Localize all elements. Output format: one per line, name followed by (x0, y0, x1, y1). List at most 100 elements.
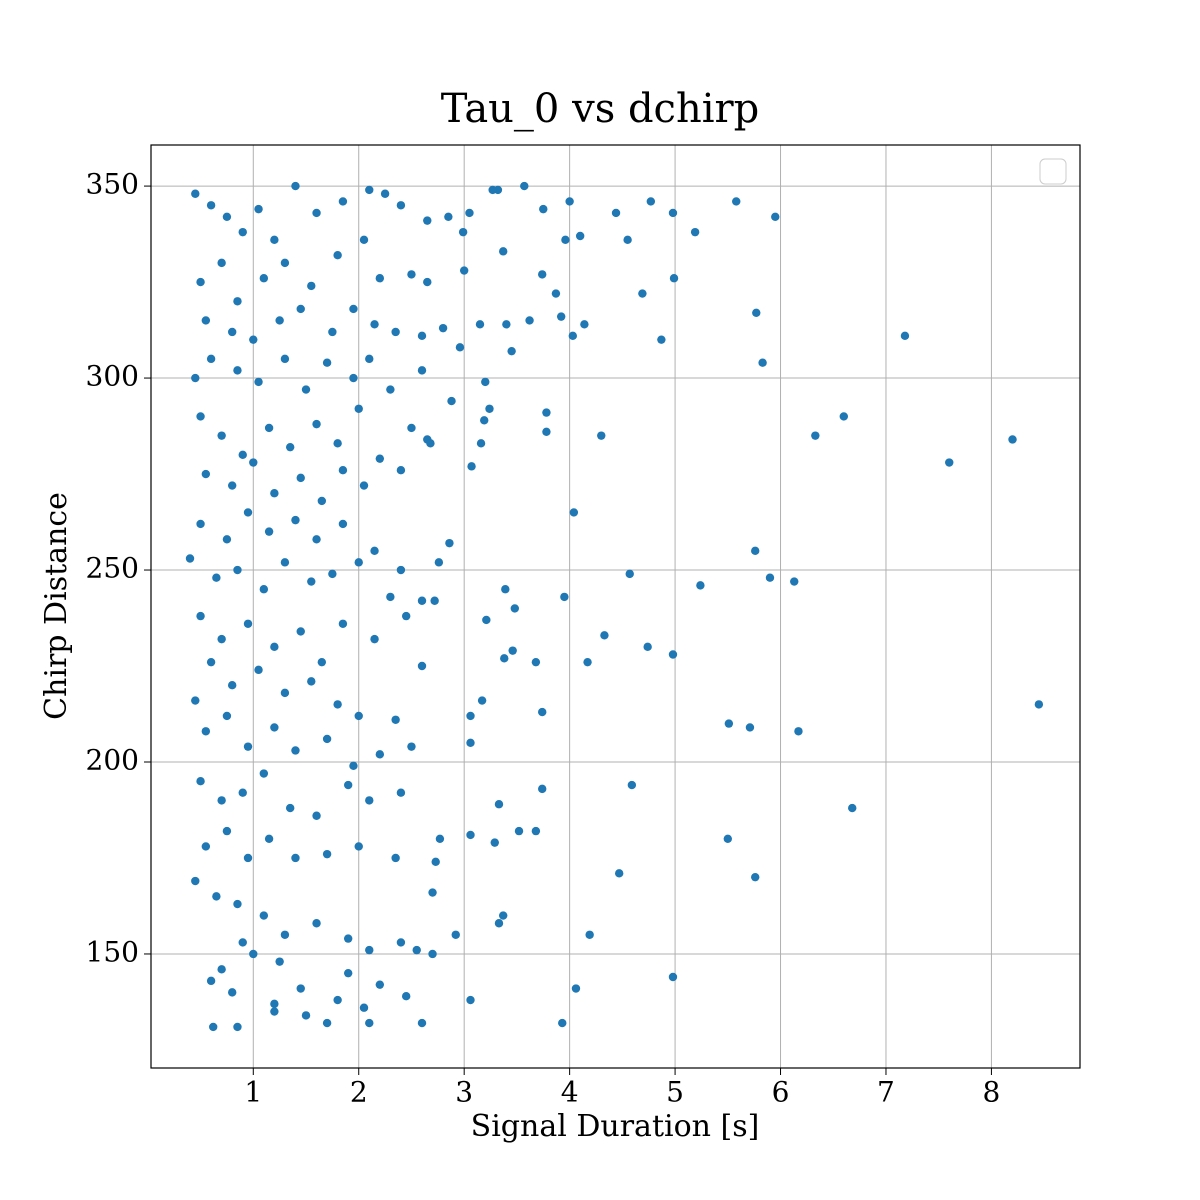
scatter-point (569, 508, 579, 517)
scatter-point (317, 657, 327, 667)
scatter-point (343, 934, 353, 943)
y-tick-label: 250 (86, 552, 139, 585)
scatter-point (426, 439, 435, 448)
scatter-point (243, 508, 253, 517)
scatter-point (212, 573, 221, 582)
scatter-point (196, 277, 205, 287)
axes-frame (150, 144, 1081, 1069)
scatter-point (254, 204, 263, 214)
scatter-point (542, 408, 551, 417)
scatter-point (396, 788, 406, 797)
scatter-point (243, 853, 253, 863)
scatter-point (417, 661, 427, 671)
scatter-point (270, 489, 279, 498)
scatter-point (333, 995, 342, 1005)
scatter-point (254, 377, 263, 387)
scatter-point (233, 899, 242, 909)
scatter-point (434, 558, 444, 567)
scatter-point (291, 746, 300, 755)
scatter-point (375, 980, 385, 989)
x-tick-label: 8 (983, 1076, 1001, 1109)
scatter-point (270, 1007, 279, 1016)
scatter-point (520, 181, 529, 191)
scatter-point (322, 358, 332, 367)
scatter-point (488, 185, 497, 195)
scatter-point (514, 826, 524, 836)
scatter-point (482, 615, 491, 625)
scatter-point (196, 776, 205, 786)
scatter-point (431, 857, 440, 867)
scatter-point (243, 619, 253, 628)
scatter-point (370, 546, 379, 556)
scatter-point (476, 439, 486, 448)
scatter-point (565, 197, 574, 206)
scatter-point (270, 642, 279, 652)
y-tick-label: 350 (86, 168, 139, 201)
scatter-point (428, 949, 437, 959)
scatter-point (196, 611, 205, 621)
scatter-point (196, 519, 205, 529)
scatter-point (465, 208, 474, 218)
scatter-point (264, 423, 274, 433)
scatter-point (407, 270, 416, 279)
scatter-point (359, 235, 369, 245)
x-tick-label: 7 (877, 1076, 895, 1109)
scatter-point (751, 546, 760, 556)
scatter-point (209, 1022, 218, 1032)
scatter-point (560, 592, 569, 602)
scatter-point (900, 331, 910, 341)
scatter-point (333, 250, 342, 260)
scatter-point (539, 204, 548, 214)
x-tick-label: 4 (561, 1076, 579, 1109)
scatter-point (758, 358, 767, 367)
scatter-point (201, 469, 211, 479)
scatter-point (396, 466, 406, 475)
scatter-point (571, 984, 581, 993)
scatter-point (396, 938, 406, 947)
scatter-point (396, 201, 406, 210)
scatter-point (580, 320, 589, 329)
scatter-point (611, 208, 621, 218)
scatter-point (191, 876, 200, 886)
scatter-point (222, 212, 232, 221)
x-tick-label: 5 (666, 1076, 684, 1109)
scatter-point (466, 738, 475, 747)
scatter-point (217, 258, 226, 268)
scatter-point (407, 423, 416, 433)
scatter-point (668, 650, 678, 659)
scatter-point (669, 274, 679, 283)
scatter-point (444, 212, 453, 221)
scatter-point (301, 1011, 311, 1020)
scatter-point (291, 853, 300, 863)
scatter-point (264, 527, 274, 536)
scatter-point (201, 727, 211, 736)
scatter-point (417, 331, 427, 341)
scatter-point (752, 308, 761, 317)
scatter-point (507, 346, 516, 356)
scatter-point (212, 892, 221, 901)
scatter-point (600, 631, 609, 640)
scatter-point (201, 316, 211, 325)
scatter-point (494, 919, 504, 928)
scatter-point (191, 696, 200, 705)
legend-box (1039, 158, 1067, 185)
scatter-point (275, 957, 284, 966)
scatter-point (365, 354, 374, 364)
scatter-point (556, 312, 566, 321)
scatter-point (401, 992, 411, 1001)
scatter-point (280, 688, 290, 698)
scatter-point (349, 761, 358, 771)
scatter-point (191, 373, 200, 383)
scatter-point (254, 665, 263, 675)
scatter-point (423, 277, 432, 287)
scatter-point (296, 304, 305, 314)
scatter-point (480, 416, 489, 425)
scatter-point (396, 565, 406, 575)
scatter-point (322, 849, 332, 859)
scatter-point (568, 331, 577, 341)
scatter-point (270, 235, 279, 245)
scatter-point (638, 289, 647, 298)
scatter-point (765, 573, 775, 582)
